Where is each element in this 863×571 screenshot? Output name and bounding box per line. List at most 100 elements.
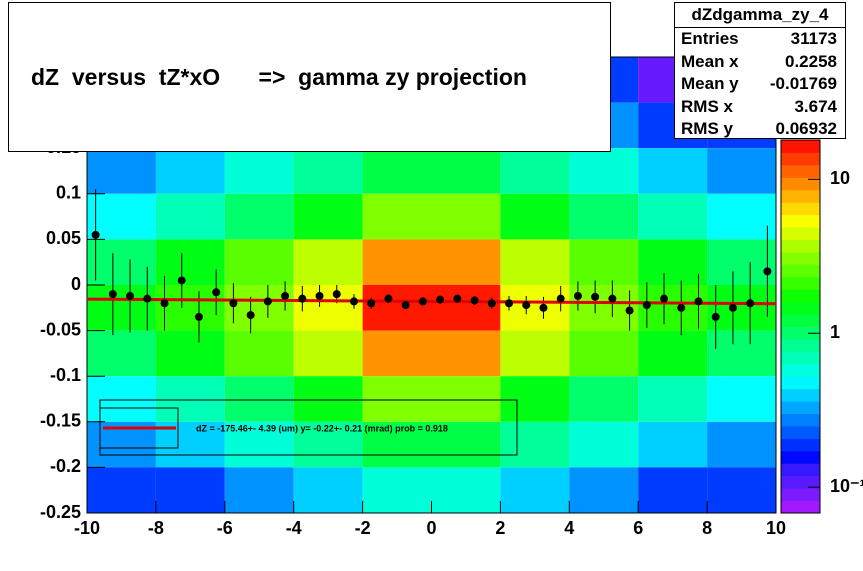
heat-cell (707, 376, 776, 422)
y-tick-label: 0 (71, 274, 81, 294)
stats-row: Entries 31173 (675, 28, 845, 51)
colorbar-step (781, 140, 820, 153)
heat-cell (500, 285, 570, 331)
stats-label: RMS x (681, 96, 733, 116)
heat-cell (155, 330, 225, 377)
colorbar-step (781, 450, 820, 464)
colorbar-step (781, 351, 820, 365)
colorbar-step (781, 276, 820, 290)
legend-swatch-box (99, 407, 179, 449)
colorbar-step (781, 376, 820, 390)
colorbar-step (781, 401, 820, 415)
heat-cell (87, 239, 156, 285)
heat-cell (431, 148, 501, 194)
profile-point (367, 299, 376, 308)
heat-cell (638, 330, 708, 377)
y-tick-label: -0.2 (50, 456, 81, 476)
profile-point (539, 303, 548, 312)
heat-cell (87, 193, 156, 240)
colorbar-step (781, 152, 820, 166)
stats-value: 0.06932 (775, 119, 837, 138)
profile-point (418, 297, 427, 306)
profile-point (194, 312, 203, 321)
heat-cell (224, 193, 294, 240)
profile-point (332, 290, 341, 299)
profile-point (143, 294, 152, 303)
z-tick-label: 10⁻¹ (830, 476, 863, 496)
heat-cell (293, 467, 363, 513)
heat-cell (293, 193, 363, 240)
heat-cell (569, 467, 639, 513)
colorbar-step (781, 301, 820, 315)
profile-point (677, 303, 686, 312)
colorbar-step (781, 326, 820, 340)
x-tick-label: 8 (702, 518, 712, 538)
colorbar-step (781, 239, 820, 253)
x-tick-label: 2 (495, 518, 505, 538)
colorbar-step (781, 164, 820, 178)
profile-point (608, 294, 617, 303)
chart-title: dZ versus tZ*xO => gamma zy projection (8, 2, 611, 152)
heat-cell (155, 239, 225, 285)
heat-cell (87, 285, 156, 331)
heat-cell (293, 330, 363, 377)
heat-cell (362, 193, 432, 240)
profile-point (711, 312, 720, 321)
profile-point (212, 288, 221, 297)
heat-cell (362, 421, 432, 468)
colorbar-step (781, 463, 820, 477)
heat-cell (569, 376, 639, 422)
heat-cell (431, 193, 501, 240)
heat-cell (638, 148, 708, 194)
heat-cell (87, 467, 156, 513)
heat-cell (362, 467, 432, 513)
heat-cell (224, 148, 294, 194)
profile-point (229, 299, 238, 308)
colorbar-step (781, 251, 820, 265)
heat-cell (224, 285, 294, 331)
colorbar-step (781, 388, 820, 402)
y-tick-label: -0.15 (40, 411, 81, 431)
colorbar-step (781, 363, 820, 377)
heat-cell (293, 376, 363, 422)
heat-cell (224, 330, 294, 377)
heat-cell (638, 376, 708, 422)
heat-cell (707, 193, 776, 240)
heat-cell (362, 376, 432, 422)
profile-point (642, 301, 651, 310)
colorbar-step (781, 227, 820, 240)
heat-cell (224, 376, 294, 422)
profile-point (746, 299, 755, 308)
profile-point (660, 294, 669, 303)
profile-point (728, 303, 737, 312)
heat-cell (293, 285, 363, 331)
profile-point (281, 291, 290, 300)
x-tick-label: -10 (74, 518, 100, 538)
colorbar-step (781, 177, 820, 191)
heat-cell (569, 421, 639, 468)
y-tick-label: 0.05 (46, 228, 81, 248)
profile-point (573, 291, 582, 300)
stats-label: RMS y (681, 119, 733, 138)
profile-point (763, 267, 772, 276)
heat-cell (500, 467, 570, 513)
heat-cell (638, 467, 708, 513)
heat-cell (500, 148, 570, 194)
y-tick-label: -0.25 (40, 502, 81, 522)
x-tick-label: 0 (426, 518, 436, 538)
heat-cell (224, 421, 294, 468)
colorbar-step (781, 189, 820, 203)
stats-value: -0.01769 (769, 74, 837, 93)
profile-point (160, 299, 169, 308)
stats-title: dZdgamma_zy_4 (675, 3, 845, 28)
profile-point (522, 301, 531, 310)
heat-cell (638, 239, 708, 285)
profile-point (177, 276, 186, 285)
profile-point (315, 291, 324, 300)
heat-cell (431, 376, 501, 422)
x-tick-label: -4 (286, 518, 302, 538)
x-tick-label: 10 (766, 518, 786, 538)
heat-cell (500, 193, 570, 240)
legend-text: dZ = -175.46+- 4.39 (um) y= -0.22+- 0.21… (196, 423, 448, 433)
heat-cell (293, 239, 363, 285)
